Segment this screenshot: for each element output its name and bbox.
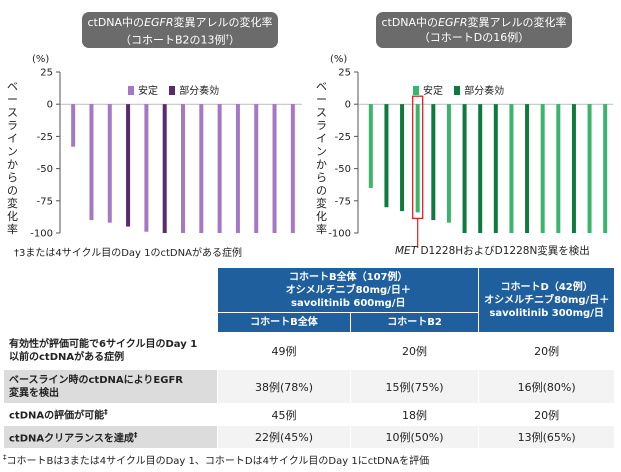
bar: [540, 104, 545, 233]
bar: [199, 104, 204, 233]
bar: [525, 104, 530, 233]
results-table: コホートB全体（107例） オシメルチニブ80mg/日＋ savolitinib…: [2, 267, 615, 449]
legend-item-partial: 部分奏効: [454, 86, 504, 97]
bar: [446, 104, 451, 223]
table-row: 有効性が評価可能で6サイクル目のDay 1 以前のctDNAがある症例 49例 2…: [2, 332, 615, 370]
bar: [571, 104, 576, 233]
cell-cohort-b-all: 45例: [217, 403, 351, 426]
legend-swatch-partial: [454, 86, 461, 95]
cell-cohort-b2: 10例(50%): [349, 425, 480, 449]
bar: [181, 104, 185, 233]
cell-cohort-b-all: 49例: [217, 332, 351, 370]
cell-cohort-d: 16例(80%): [478, 369, 615, 404]
bar: [107, 104, 112, 223]
bar: [415, 104, 420, 213]
cell-cohort-b2: 20例: [349, 332, 480, 370]
chart-panel-cohort-b2: ctDNA中のEGFR変異アレルの変化率 （コホートB2の13例†） (%) 25…: [0, 0, 310, 262]
bar: [556, 104, 561, 233]
row-label: ctDNAの評価が可能‡: [2, 403, 219, 426]
y-tick-label: -50: [335, 164, 351, 175]
y-axis-unit: (%): [330, 54, 347, 65]
y-tick-label: -100: [328, 229, 351, 240]
y-tick-label: -100: [30, 229, 53, 240]
y-tick-label: 0: [345, 100, 351, 111]
legend-item-stable: 安定: [128, 86, 158, 97]
bar: [162, 104, 167, 233]
y-tick-label: 25: [40, 68, 53, 79]
bar: [144, 104, 149, 232]
bar-chart-cohort-d: (%) 25 0 -25 -50 -75 -100: [328, 54, 613, 248]
cell-cohort-b2: 18例: [349, 403, 480, 426]
chart-panel-cohort-d: ctDNA中のEGFR変異アレルの変化率 （コホートDの16例） (%) 25 0 -…: [311, 0, 621, 262]
bar: [431, 104, 436, 221]
cell-cohort-b-all: 38例(78%): [217, 369, 351, 404]
cell-cohort-b2: 15例(75%): [349, 369, 480, 404]
cell-cohort-d: 20例: [478, 332, 615, 370]
chart-title-cohort-b2: ctDNA中のEGFR変異アレルの変化率 （コホートB2の13例†）: [82, 12, 278, 48]
table-corner: [2, 267, 219, 333]
table-row: ctDNAの評価が可能‡ 45例 18例 20例: [2, 403, 615, 426]
bar: [368, 104, 373, 188]
table-row: ctDNAクリアランスを達成‡ 22例(45%) 10例(50%) 13例(65…: [2, 425, 615, 449]
table-row: ベースライン時のctDNAによりEGFR 変異を検出 38例(78%) 15例(7…: [2, 369, 615, 404]
cell-cohort-d: 13例(65%): [478, 425, 615, 449]
bar: [384, 104, 389, 208]
y-axis-label: ベースラインからの変化率: [316, 80, 327, 236]
y-tick-label: -75: [37, 196, 53, 207]
bar: [603, 104, 608, 233]
cell-cohort-b-all: 22例(45%): [217, 425, 351, 449]
y-tick-label: -75: [335, 196, 351, 207]
bar: [493, 104, 498, 233]
bar: [217, 104, 222, 233]
bar: [89, 104, 94, 221]
table-footnote: ‡コホートBは3または4サイクル目のDay 1、コホートDは4サイクル目のDay…: [3, 453, 430, 467]
footnote-cohort-b2: †3または4サイクル目のDay 1のctDNAがある症例: [14, 248, 242, 259]
bar: [254, 104, 259, 233]
bar: [462, 104, 467, 233]
subheader-cohort-b-all: コホートB全体: [217, 312, 351, 333]
subheader-cohort-b2: コホートB2: [349, 312, 480, 333]
row-label: ベースライン時のctDNAによりEGFR 変異を検出: [2, 369, 219, 404]
legend-cohort-b2: 安定 部分奏効: [128, 82, 227, 97]
y-tick-label: -25: [37, 132, 53, 143]
bar: [126, 104, 131, 227]
bar: [587, 104, 592, 233]
bar-chart-cohort-b2: (%) 25 0 -25 -50 -75 -100: [30, 54, 302, 240]
legend-item-partial: 部分奏効: [169, 86, 219, 97]
row-label: 有効性が評価可能で6サイクル目のDay 1 以前のctDNAがある症例: [2, 332, 219, 370]
y-tick-label: 0: [47, 100, 53, 111]
y-tick-label: -50: [37, 164, 53, 175]
met-mutation-annotation: MET D1228HおよびD1228N変異を検出: [395, 245, 590, 257]
legend-cohort-d: 安定 部分奏効: [413, 82, 512, 97]
chart-title-cohort-d: ctDNA中のEGFR変異アレルの変化率 （コホートDの16例）: [376, 12, 572, 48]
y-tick-label: 25: [338, 68, 351, 79]
y-axis-label: ベースラインからの変化率: [7, 80, 18, 236]
bar: [509, 104, 514, 233]
header-cohort-b: コホートB全体（107例） オシメルチニブ80mg/日＋ savolitinib…: [217, 267, 480, 313]
cell-cohort-d: 20例: [478, 403, 615, 426]
bar: [71, 104, 76, 147]
header-cohort-d: コホートD（42例） オシメルチニブ80mg/日＋ savolitinib 30…: [478, 267, 615, 333]
y-tick-label: -25: [335, 132, 351, 143]
legend-item-stable: 安定: [413, 86, 443, 97]
row-label: ctDNAクリアランスを達成‡: [2, 425, 219, 449]
legend-swatch-partial: [169, 86, 176, 95]
y-axis-unit: (%): [32, 54, 49, 65]
bar: [272, 104, 277, 233]
bar: [478, 104, 483, 233]
legend-swatch-stable: [413, 86, 419, 95]
bar: [400, 104, 405, 212]
legend-swatch-stable: [128, 86, 134, 95]
bar: [290, 104, 295, 233]
bar: [235, 104, 240, 233]
